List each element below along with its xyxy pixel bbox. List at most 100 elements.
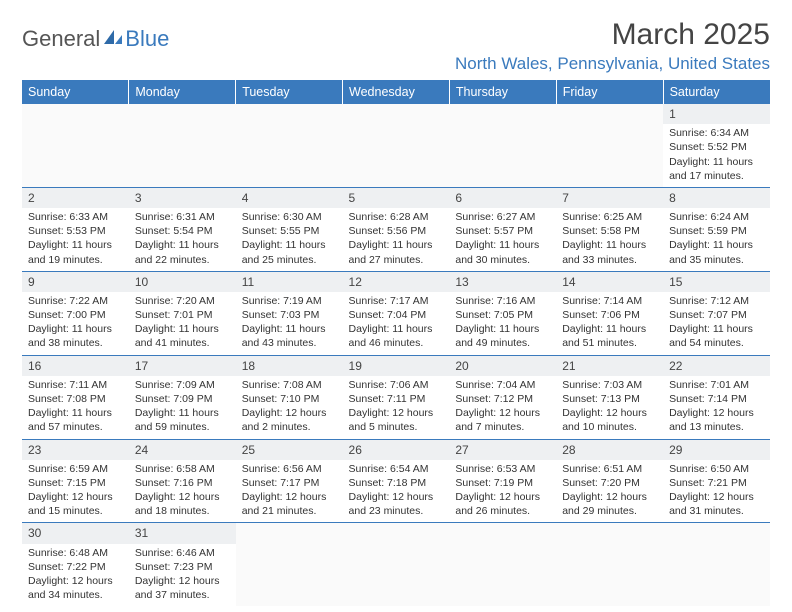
sunrise-text: Sunrise: 7:09 AM (135, 378, 230, 392)
daylight2-text: and 21 minutes. (242, 504, 337, 518)
sunrise-text: Sunrise: 7:04 AM (455, 378, 550, 392)
daylight2-text: and 23 minutes. (349, 504, 444, 518)
sunrise-text: Sunrise: 6:46 AM (135, 546, 230, 560)
title-block: March 2025 North Wales, Pennsylvania, Un… (455, 18, 770, 74)
col-wednesday: Wednesday (343, 80, 450, 104)
day-cell (556, 523, 663, 606)
day-number: 12 (343, 272, 450, 292)
daylight1-text: Daylight: 12 hours (562, 490, 657, 504)
col-sunday: Sunday (22, 80, 129, 104)
day-cell (663, 523, 770, 606)
day-cell: 3Sunrise: 6:31 AMSunset: 5:54 PMDaylight… (129, 187, 236, 271)
day-number: 29 (663, 440, 770, 460)
day-cell: 29Sunrise: 6:50 AMSunset: 7:21 PMDayligh… (663, 439, 770, 523)
day-number: 16 (22, 356, 129, 376)
sunset-text: Sunset: 7:09 PM (135, 392, 230, 406)
daylight1-text: Daylight: 11 hours (242, 238, 337, 252)
daylight1-text: Daylight: 12 hours (669, 490, 764, 504)
sunrise-text: Sunrise: 6:24 AM (669, 210, 764, 224)
sunset-text: Sunset: 5:58 PM (562, 224, 657, 238)
daylight2-text: and 31 minutes. (669, 504, 764, 518)
day-cell: 20Sunrise: 7:04 AMSunset: 7:12 PMDayligh… (449, 355, 556, 439)
sunrise-text: Sunrise: 7:19 AM (242, 294, 337, 308)
day-number: 23 (22, 440, 129, 460)
col-tuesday: Tuesday (236, 80, 343, 104)
daylight1-text: Daylight: 12 hours (135, 490, 230, 504)
day-cell: 5Sunrise: 6:28 AMSunset: 5:56 PMDaylight… (343, 187, 450, 271)
day-cell: 17Sunrise: 7:09 AMSunset: 7:09 PMDayligh… (129, 355, 236, 439)
week-row: 9Sunrise: 7:22 AMSunset: 7:00 PMDaylight… (22, 271, 770, 355)
sunset-text: Sunset: 7:10 PM (242, 392, 337, 406)
sunset-text: Sunset: 5:55 PM (242, 224, 337, 238)
daylight1-text: Daylight: 11 hours (349, 238, 444, 252)
day-cell: 25Sunrise: 6:56 AMSunset: 7:17 PMDayligh… (236, 439, 343, 523)
day-number: 20 (449, 356, 556, 376)
sunrise-text: Sunrise: 7:06 AM (349, 378, 444, 392)
daylight1-text: Daylight: 11 hours (135, 238, 230, 252)
sunset-text: Sunset: 7:16 PM (135, 476, 230, 490)
daylight1-text: Daylight: 11 hours (28, 238, 123, 252)
day-cell: 16Sunrise: 7:11 AMSunset: 7:08 PMDayligh… (22, 355, 129, 439)
day-cell: 22Sunrise: 7:01 AMSunset: 7:14 PMDayligh… (663, 355, 770, 439)
day-cell: 28Sunrise: 6:51 AMSunset: 7:20 PMDayligh… (556, 439, 663, 523)
day-number: 8 (663, 188, 770, 208)
daylight1-text: Daylight: 12 hours (455, 490, 550, 504)
day-cell: 10Sunrise: 7:20 AMSunset: 7:01 PMDayligh… (129, 271, 236, 355)
day-cell: 12Sunrise: 7:17 AMSunset: 7:04 PMDayligh… (343, 271, 450, 355)
day-cell (236, 523, 343, 606)
daylight2-text: and 25 minutes. (242, 253, 337, 267)
day-cell: 9Sunrise: 7:22 AMSunset: 7:00 PMDaylight… (22, 271, 129, 355)
day-number: 6 (449, 188, 556, 208)
sunset-text: Sunset: 7:11 PM (349, 392, 444, 406)
day-cell (236, 104, 343, 187)
col-friday: Friday (556, 80, 663, 104)
day-number: 14 (556, 272, 663, 292)
day-number: 1 (663, 104, 770, 124)
day-number: 9 (22, 272, 129, 292)
sunset-text: Sunset: 7:06 PM (562, 308, 657, 322)
daylight2-text: and 19 minutes. (28, 253, 123, 267)
col-monday: Monday (129, 80, 236, 104)
sunset-text: Sunset: 7:01 PM (135, 308, 230, 322)
day-cell: 14Sunrise: 7:14 AMSunset: 7:06 PMDayligh… (556, 271, 663, 355)
daylight2-text: and 54 minutes. (669, 336, 764, 350)
sunrise-text: Sunrise: 7:17 AM (349, 294, 444, 308)
day-number: 30 (22, 523, 129, 543)
sunset-text: Sunset: 7:00 PM (28, 308, 123, 322)
sunset-text: Sunset: 5:54 PM (135, 224, 230, 238)
day-number: 3 (129, 188, 236, 208)
sunset-text: Sunset: 7:19 PM (455, 476, 550, 490)
daylight2-text: and 33 minutes. (562, 253, 657, 267)
col-thursday: Thursday (449, 80, 556, 104)
logo: General Blue (22, 26, 169, 52)
sunrise-text: Sunrise: 6:28 AM (349, 210, 444, 224)
day-cell (129, 104, 236, 187)
daylight2-text: and 5 minutes. (349, 420, 444, 434)
sunset-text: Sunset: 7:15 PM (28, 476, 123, 490)
day-number: 17 (129, 356, 236, 376)
daylight2-text: and 22 minutes. (135, 253, 230, 267)
sunrise-text: Sunrise: 6:58 AM (135, 462, 230, 476)
day-number: 10 (129, 272, 236, 292)
daylight1-text: Daylight: 12 hours (242, 490, 337, 504)
daylight2-text: and 35 minutes. (669, 253, 764, 267)
sunrise-text: Sunrise: 6:59 AM (28, 462, 123, 476)
sunrise-text: Sunrise: 6:30 AM (242, 210, 337, 224)
daylight2-text: and 18 minutes. (135, 504, 230, 518)
day-cell: 7Sunrise: 6:25 AMSunset: 5:58 PMDaylight… (556, 187, 663, 271)
day-cell: 30Sunrise: 6:48 AMSunset: 7:22 PMDayligh… (22, 523, 129, 606)
sunset-text: Sunset: 5:59 PM (669, 224, 764, 238)
sunrise-text: Sunrise: 7:14 AM (562, 294, 657, 308)
day-number: 5 (343, 188, 450, 208)
daylight2-text: and 7 minutes. (455, 420, 550, 434)
sunset-text: Sunset: 7:07 PM (669, 308, 764, 322)
day-cell (556, 104, 663, 187)
daylight1-text: Daylight: 11 hours (669, 322, 764, 336)
sunrise-text: Sunrise: 6:34 AM (669, 126, 764, 140)
day-number: 11 (236, 272, 343, 292)
day-cell: 26Sunrise: 6:54 AMSunset: 7:18 PMDayligh… (343, 439, 450, 523)
daylight2-text: and 34 minutes. (28, 588, 123, 602)
logo-text-general: General (22, 26, 100, 52)
week-row: 16Sunrise: 7:11 AMSunset: 7:08 PMDayligh… (22, 355, 770, 439)
day-number: 25 (236, 440, 343, 460)
